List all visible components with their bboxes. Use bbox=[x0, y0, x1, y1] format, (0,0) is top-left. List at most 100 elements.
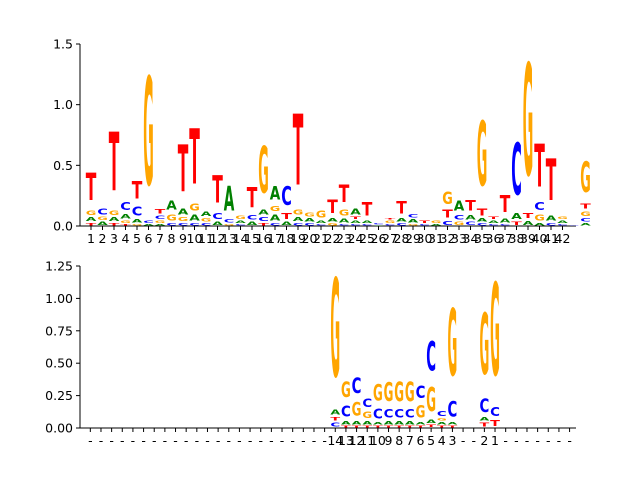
x-tick-label: 9 bbox=[179, 231, 187, 246]
y-tick-label: 1.0 bbox=[53, 97, 73, 112]
logo-letter-c: C bbox=[416, 383, 426, 403]
logo-letter-g: G bbox=[97, 217, 108, 222]
logo-letter-a: A bbox=[341, 421, 352, 426]
logo-letter-t: T bbox=[437, 426, 447, 429]
logo-letter-c: C bbox=[479, 395, 489, 417]
x-tick-label: - bbox=[567, 433, 572, 448]
logo-letter-c: C bbox=[448, 399, 458, 423]
logo-letter-g: G bbox=[352, 398, 362, 421]
x-tick-label: 24 bbox=[348, 231, 364, 246]
x-tick-label: 14 bbox=[327, 433, 343, 448]
logo-letter-c: C bbox=[454, 214, 465, 221]
logo-letter-c: C bbox=[362, 397, 372, 410]
x-tick-label: 42 bbox=[555, 231, 571, 246]
logo-letter-g: G bbox=[405, 376, 415, 407]
logo-letter-t: T bbox=[339, 180, 350, 208]
x-tick-label: 7 bbox=[156, 231, 164, 246]
logo-letter-c: C bbox=[465, 221, 476, 226]
logo-letter-t: T bbox=[373, 426, 383, 429]
x-tick-label: - bbox=[535, 433, 540, 448]
logo-letter-c: C bbox=[281, 182, 292, 212]
logo-letter-c: C bbox=[304, 223, 315, 227]
y-tick-label: 0.50 bbox=[45, 356, 73, 371]
logo-letter-c: C bbox=[534, 200, 545, 212]
x-tick-label: 2 bbox=[480, 433, 488, 448]
logo-letter-t: T bbox=[362, 426, 372, 429]
logo-letter-a: A bbox=[394, 421, 405, 426]
logo-letter-t: T bbox=[426, 424, 437, 428]
x-tick-label: 26 bbox=[371, 231, 387, 246]
logo-letter-t: T bbox=[330, 416, 341, 421]
logo-letter-a: A bbox=[488, 220, 499, 223]
logo-letter-a: A bbox=[405, 421, 416, 426]
x-tick-label: - bbox=[525, 433, 530, 448]
logo-letter-t: T bbox=[405, 426, 415, 429]
y-tick-label: 1.00 bbox=[45, 291, 73, 306]
logo-letter-g: G bbox=[132, 224, 143, 226]
x-tick-label: - bbox=[461, 433, 466, 448]
y-tick-label: 0.0 bbox=[53, 219, 73, 234]
x-tick-label: 18 bbox=[279, 231, 295, 246]
x-tick-label: 1 bbox=[87, 231, 95, 246]
logo-letter-t: T bbox=[384, 426, 394, 429]
logo-letter-t: T bbox=[500, 191, 511, 218]
logo-letter-c: C bbox=[201, 223, 212, 227]
x-tick-label: 6 bbox=[145, 231, 153, 246]
logo-letter-t: T bbox=[385, 218, 396, 220]
logo-letter-c: C bbox=[341, 404, 351, 421]
logo-letter-a: A bbox=[201, 210, 213, 218]
logo-letter-t: T bbox=[448, 426, 458, 429]
logo-letter-t: T bbox=[350, 216, 361, 220]
x-tick-label: 29 bbox=[405, 231, 421, 246]
logo-letter-a: A bbox=[327, 218, 338, 223]
logo-letter-a: A bbox=[224, 180, 235, 219]
x-tick-label: - bbox=[99, 433, 104, 448]
logo-letter-t: T bbox=[416, 426, 426, 429]
logo-letter-t: T bbox=[490, 419, 500, 428]
logo-letter-g: G bbox=[373, 381, 383, 407]
logo-letter-a: A bbox=[350, 207, 361, 217]
x-tick-label: 11 bbox=[359, 433, 375, 448]
logo-letter-a: A bbox=[534, 223, 545, 226]
logo-letter-a: A bbox=[281, 222, 292, 227]
logo-letter-c: C bbox=[426, 334, 436, 381]
logo-letter-g: G bbox=[330, 251, 340, 409]
logo-letter-t: T bbox=[293, 95, 304, 208]
logo-letter-a: A bbox=[373, 225, 384, 226]
logo-letter-a: A bbox=[426, 419, 437, 424]
logo-letter-g: G bbox=[235, 215, 246, 220]
x-tick-label: - bbox=[152, 433, 157, 448]
logo-letter-c: C bbox=[419, 224, 430, 226]
logo-letter-t: T bbox=[155, 208, 166, 215]
logo-letter-a: A bbox=[120, 213, 132, 221]
logo-letter-g: G bbox=[426, 380, 436, 419]
logo-letter-g: G bbox=[362, 411, 372, 421]
logo-letter-g: G bbox=[316, 209, 327, 220]
x-tick-label: 10 bbox=[187, 231, 203, 246]
logo-letter-g: G bbox=[120, 220, 131, 224]
logo-letter-c: C bbox=[189, 223, 200, 227]
x-tick-label: - bbox=[109, 433, 114, 448]
x-tick-label: 3 bbox=[448, 433, 456, 448]
logo-letter-g: G bbox=[304, 212, 315, 218]
x-tick-label: - bbox=[514, 433, 519, 448]
logo-letter-g: G bbox=[341, 379, 351, 404]
logo-letter-g: G bbox=[416, 404, 426, 422]
logo-letter-c: C bbox=[97, 207, 108, 217]
x-tick-label: - bbox=[280, 433, 285, 448]
logo-letter-g: G bbox=[490, 259, 500, 405]
logo-letter-a: A bbox=[270, 183, 281, 205]
logo-letter-c: C bbox=[247, 214, 258, 221]
logo-letter-t: T bbox=[281, 211, 292, 221]
logo-letter-t: T bbox=[327, 197, 338, 219]
logo-letter-a: A bbox=[580, 223, 591, 226]
x-tick-label: 12 bbox=[349, 433, 365, 448]
x-tick-label: 13 bbox=[221, 231, 237, 246]
logo-letter-a: A bbox=[293, 217, 304, 223]
y-tick-label: 0.75 bbox=[45, 323, 73, 338]
logo-letter-a: A bbox=[465, 214, 477, 222]
x-tick-label: 6 bbox=[416, 433, 424, 448]
x-tick-label: 19 bbox=[290, 231, 306, 246]
